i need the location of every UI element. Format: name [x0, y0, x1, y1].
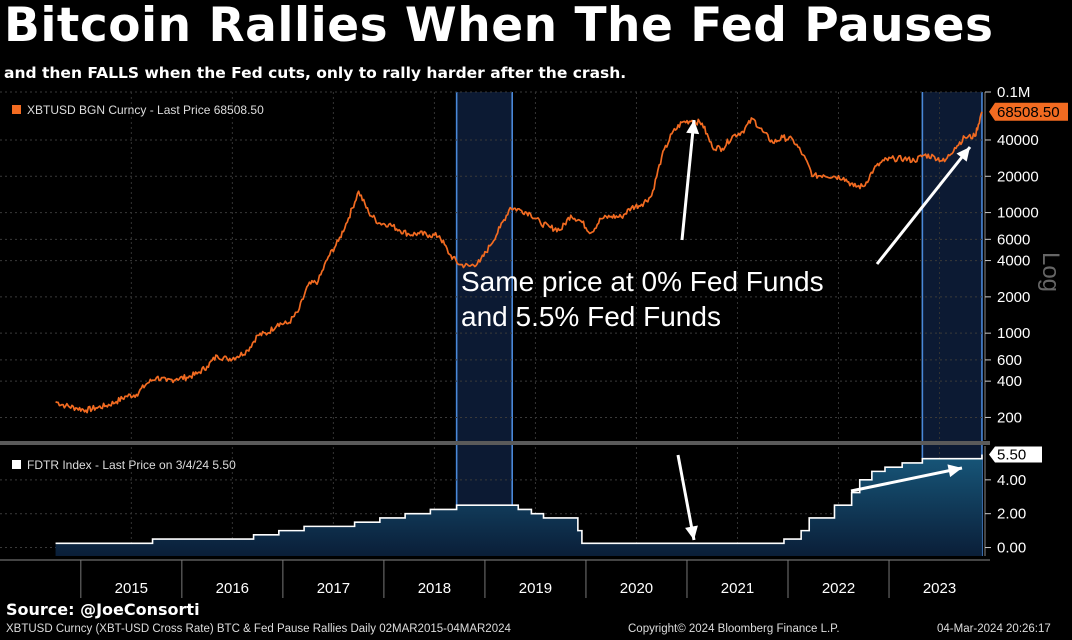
arrow-to-5-5-rate-head	[947, 464, 962, 478]
fed-y-tick-label: 2.00	[997, 506, 1026, 523]
btc-y-tick-label: 6000	[997, 231, 1030, 248]
x-tick-label: 2017	[317, 580, 350, 597]
btc-y-tick-label: 40000	[997, 132, 1039, 149]
log-scale-label: Log	[1037, 252, 1064, 292]
btc-price-line	[55, 111, 983, 414]
btc-y-tick-label: 200	[997, 409, 1022, 426]
annotation-line-2: and 5.5% Fed Funds	[461, 301, 721, 332]
footer-timestamp: 04-Mar-2024 20:26:17	[937, 623, 1051, 635]
arrow-to-2024-price	[875, 146, 972, 265]
arrow-to-5-5-rate-shaft	[850, 466, 963, 493]
pause-band-1	[456, 92, 513, 556]
x-tick-label: 2022	[822, 580, 855, 597]
btc-y-tick-label: 4000	[997, 253, 1030, 270]
arrow-to-2024-price-head	[956, 147, 970, 162]
arrow-to-5-5-rate	[850, 464, 963, 493]
x-tick-label: 2020	[620, 580, 653, 597]
btc-legend-label: XBTUSD BGN Curncy - Last Price 68508.50	[27, 103, 264, 117]
panel-separator	[0, 441, 990, 445]
footer-description: XBTUSD Curncy (XBT-USD Cross Rate) BTC &…	[6, 623, 511, 635]
annotation-line-1: Same price at 0% Fed Funds	[461, 266, 824, 297]
arrow-to-2021-peak-head	[686, 120, 700, 135]
x-tick-label: 2018	[418, 580, 451, 597]
arrow-to-2021-peak	[680, 119, 700, 241]
footer-copyright: Copyright© 2024 Bloomberg Finance L.P.	[628, 623, 840, 635]
x-tick-label: 2023	[923, 580, 956, 597]
arrow-to-2021-peak-shaft	[680, 119, 696, 241]
btc-y-tick-label: 0.1M	[997, 84, 1030, 101]
arrow-to-zero-rate-shaft	[676, 454, 696, 541]
btc-last-price-tag	[989, 102, 1068, 121]
btc-legend-swatch	[12, 105, 21, 114]
x-tick-label: 2015	[115, 580, 148, 597]
arrow-to-zero-rate	[676, 454, 698, 541]
btc-y-tick-label: 600	[997, 352, 1022, 369]
fed-last-price-label: 5.50	[997, 446, 1026, 463]
fed-last-price-tag	[989, 446, 1042, 463]
fed-y-tick-label: 0.00	[997, 540, 1026, 557]
x-tick-label: 2021	[721, 580, 754, 597]
fed-legend-label: FDTR Index - Last Price on 3/4/24 5.50	[27, 458, 236, 472]
btc-y-tick-label: 1000	[997, 325, 1030, 342]
source-label: Source: @JoeConsorti	[6, 600, 200, 619]
btc-y-tick-label: 400	[997, 373, 1022, 390]
arrow-to-zero-rate-head	[685, 525, 698, 540]
fed-funds-line	[55, 454, 983, 545]
arrow-to-2024-price-shaft	[875, 146, 972, 265]
fed-legend-swatch	[12, 460, 21, 469]
btc-y-tick-label: 20000	[997, 168, 1039, 185]
btc-y-tick-label: 2000	[997, 289, 1030, 306]
page-title: Bitcoin Rallies When The Fed Pauses	[4, 0, 994, 53]
btc-y-tick-label: 10000	[997, 205, 1039, 222]
btc-last-price-label: 68508.50	[997, 104, 1060, 121]
x-tick-label: 2016	[216, 580, 249, 597]
page-subtitle: and then FALLS when the Fed cuts, only t…	[4, 64, 627, 82]
x-tick-label: 2019	[519, 580, 552, 597]
fed-y-tick-label: 4.00	[997, 472, 1026, 489]
